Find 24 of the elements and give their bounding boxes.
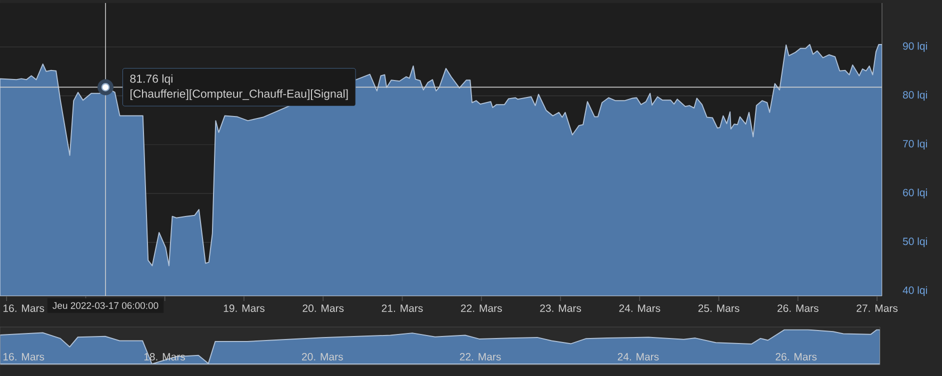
y-tick-label: 50 lqi [902,237,927,248]
annotation: 81.76 lqi [130,74,172,86]
x-tick-label: 26. Mars [776,353,817,360]
x-tick-label: 21. Mars [382,304,423,312]
x-tick-label: 16. Mars [3,304,44,312]
y-tick-label: 80 lqi [902,90,927,101]
x-tick-label: 23. Mars [540,304,582,312]
x-tick-label: 20. Mars [302,304,344,312]
x-tick-label: 25. Mars [698,304,740,312]
x-tick-label: 20. Mars [302,353,343,360]
y-tick-label: 60 lqi [903,188,927,198]
x-tick-label: 22. Mars [460,353,501,360]
x-tick-label: 24. Mars [619,304,660,312]
y-tick-label: 70 lqi [903,140,927,150]
x-tick-label: 24. Mars [618,353,659,360]
ref-line-label: Jeu 2022-03-17 06:00:00 [52,302,158,309]
x-tick-label: 22. Mars [461,304,502,312]
annotation: [Chaufferie][Compteur_Chauff-Eau][Signal] [130,89,348,100]
x-tick-label: 27. Mars [856,304,898,312]
x-tick-label: 16. Mars [3,353,44,360]
x-tick-label: 26. Mars [778,304,818,312]
x-tick-label: 19. Mars [224,304,265,312]
y-tick-label: 90 lqi [903,42,927,52]
y-tick-label: 40 lqi [902,286,927,296]
